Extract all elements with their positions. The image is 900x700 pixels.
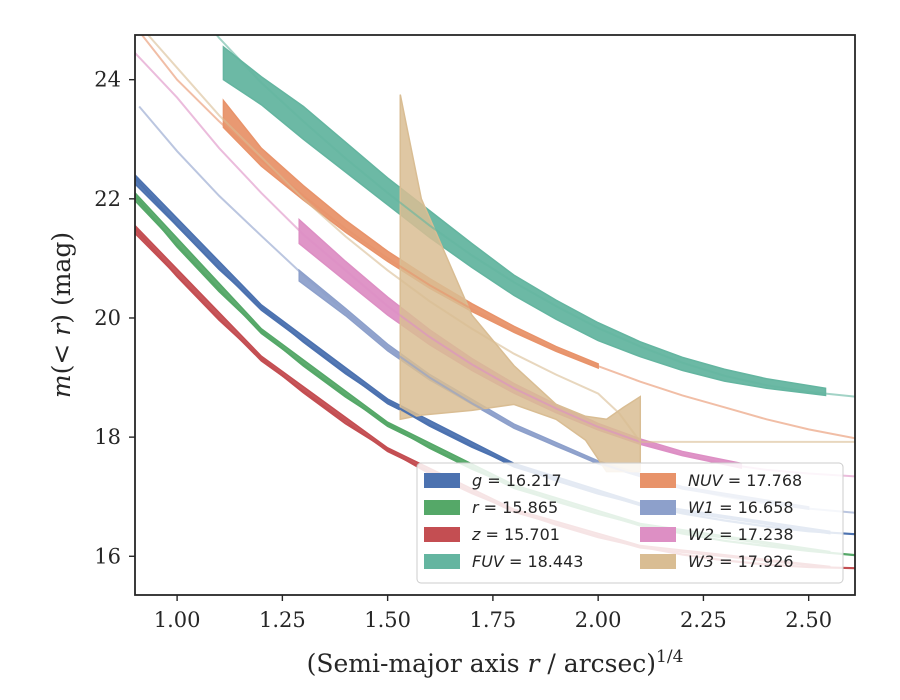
legend-label-w3: W3 = 17.926 [688,552,794,571]
y-tick-label: 16 [94,544,121,568]
legend-label-nuv: NUV = 17.768 [688,471,802,490]
band-w3 [399,94,642,473]
curve-w3 [146,35,855,443]
curve-w1 [138,105,855,514]
y-axis-ticks: 16 18 20 22 24 [94,68,135,568]
legend-swatch-nuv [640,473,676,488]
legend-swatch-z [424,527,460,542]
x-axis-label: (Semi-major axis r / arcsec)1/4 [307,647,684,678]
legend-box [416,462,844,584]
legend-swatch-w1 [640,500,676,515]
band-nuv [222,98,599,370]
legend-swatch-fuv [424,554,460,569]
y-tick-label: 24 [94,68,121,92]
plot-frame [134,34,856,596]
y-axis-label: m(< r) (mag) [47,232,76,398]
legend-swatch-r [424,500,460,515]
legend-label-fuv: FUV = 18.443 [472,552,583,571]
legend: g = 16.217 r = 15.865 z = 15.701 FUV = 18.4… [416,462,844,584]
x-axis-ticks: 1.00 1.25 1.50 1.75 2.00 2.25 2.50 [154,595,832,632]
legend-swatch-w3 [640,554,676,569]
x-tick-label: 2.50 [785,608,832,632]
curve-fuv [215,35,855,398]
x-tick-label: 1.25 [259,608,306,632]
x-tick-label: 1.50 [364,608,411,632]
legend-label-g: g = 16.217 [472,471,562,490]
legend-label-w2: W2 = 17.238 [688,525,794,544]
legend-label-z: z = 15.701 [471,525,560,544]
x-tick-label: 2.25 [680,608,727,632]
y-tick-label: 20 [94,306,121,330]
x-tick-label: 1.75 [470,608,517,632]
y-tick-label: 18 [94,425,121,449]
x-tick-label: 1.00 [154,608,201,632]
y-tick-label: 22 [94,187,121,211]
curve-nuv [140,35,855,440]
legend-swatch-g [424,473,460,488]
legend-label-r: r = 15.865 [472,498,558,517]
x-tick-label: 2.00 [575,608,622,632]
legend-swatch-w2 [640,527,676,542]
legend-label-w1: W1 = 16.658 [688,498,794,517]
